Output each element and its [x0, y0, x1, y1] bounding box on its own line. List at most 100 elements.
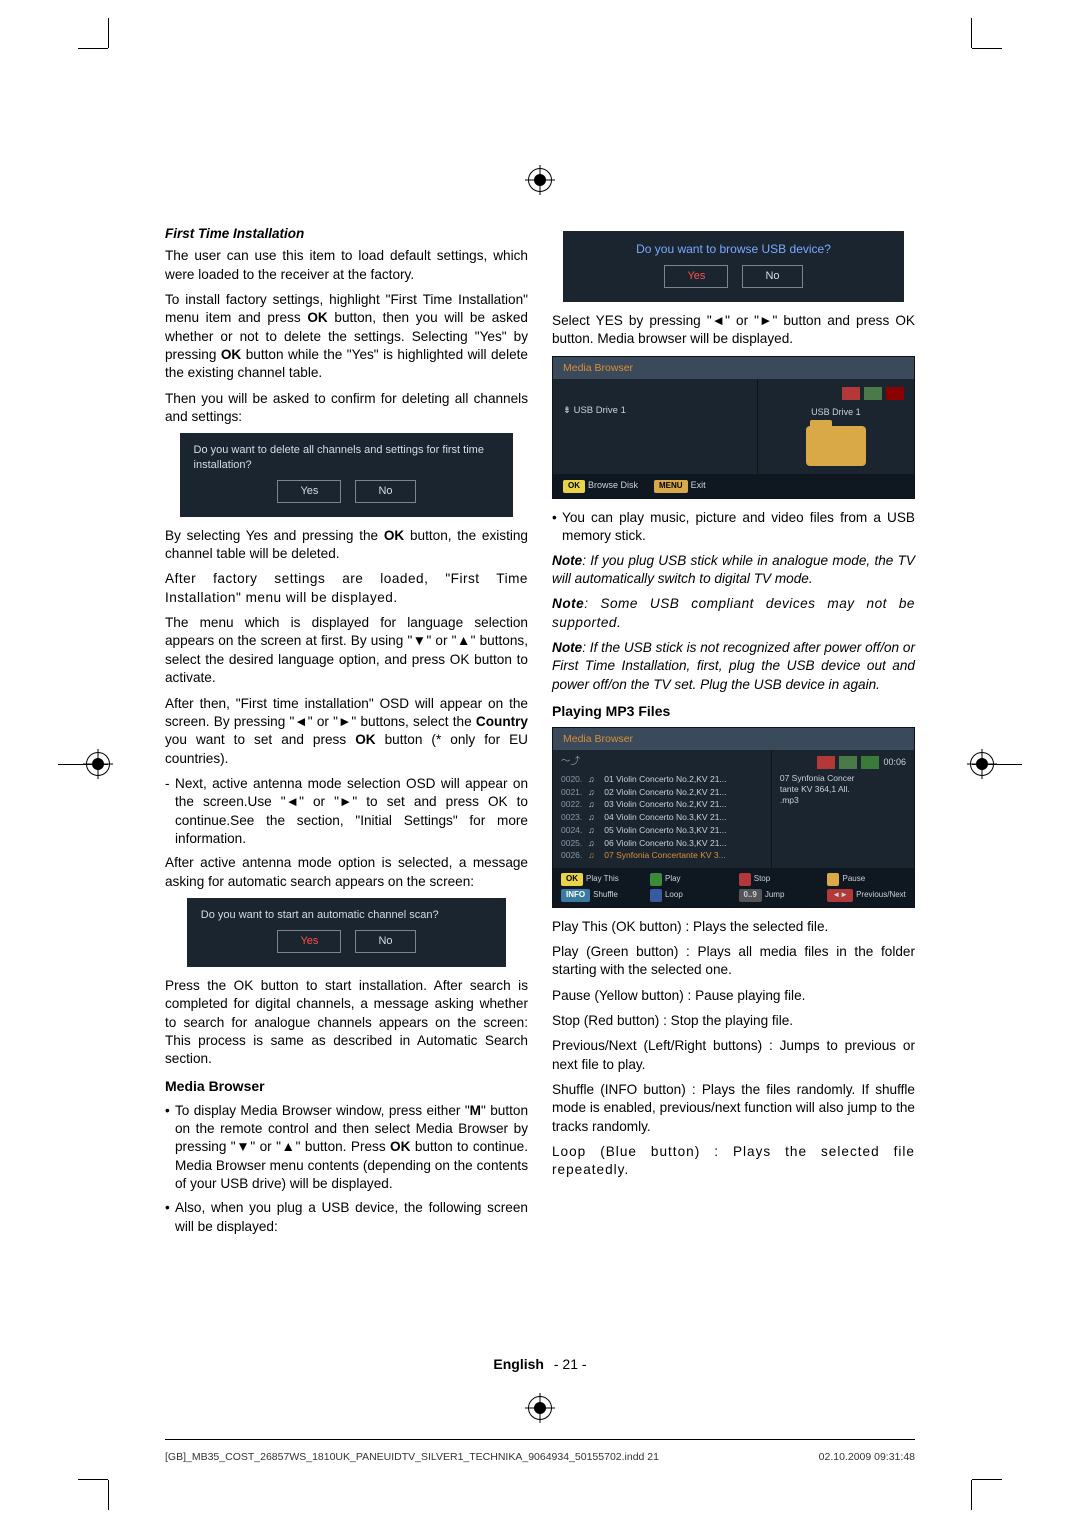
crop-mark: [971, 18, 972, 48]
heading-mp3: Playing MP3 Files: [552, 702, 915, 721]
print-footer: [GB]_MB35_COST_26857WS_1810UK_PANEUIDTV_…: [165, 1447, 915, 1463]
music-icon: [886, 387, 904, 400]
note: Note: If the USB stick is not recognized…: [552, 639, 915, 694]
video-icon: [817, 756, 835, 769]
dialog-text: Do you want to start an automatic channe…: [201, 908, 492, 922]
para: After active antenna mode option is sele…: [165, 854, 528, 891]
para: By selecting Yes and pressing the OK but…: [165, 527, 528, 564]
para: Then you will be asked to confirm for de…: [165, 390, 528, 427]
registration-mark: [970, 752, 994, 776]
red-key-icon: [739, 873, 751, 886]
ok-key-icon: OK: [561, 873, 583, 886]
para: Shuffle (INFO button) : Plays the files …: [552, 1081, 915, 1136]
mp3-row[interactable]: 0021.♫02 Violin Concerto No.2,KV 21...: [561, 786, 763, 799]
blue-key-icon: [650, 889, 662, 902]
footer-label: Jump: [765, 890, 785, 899]
list-item: To display Media Browser window, press e…: [165, 1102, 528, 1194]
para: The menu which is displayed for language…: [165, 614, 528, 687]
text: : Some USB compliant devices may not be …: [552, 596, 915, 629]
mp3-row[interactable]: 0023.♫04 Violin Concerto No.3,KV 21...: [561, 811, 763, 824]
dialog-text: Do you want to delete all channels and s…: [194, 443, 500, 472]
dialog-auto-scan: Do you want to start an automatic channe…: [187, 898, 506, 967]
para: To install factory settings, highlight "…: [165, 291, 528, 383]
dialog-yes-button[interactable]: Yes: [277, 480, 341, 503]
registration-mark: [86, 752, 110, 776]
dialog-title: Do you want to browse USB device?: [577, 241, 890, 257]
crop-mark: [972, 1479, 1002, 1480]
footer-label: Shuffle: [593, 890, 618, 899]
mp3-row[interactable]: 0026.♫07 Synfonia Concertante KV 3...: [561, 849, 763, 862]
text: .mp3: [780, 795, 906, 806]
registration-mark: [528, 1396, 552, 1420]
text: : If you plug USB stick while in analogu…: [552, 553, 915, 586]
print-date: 02.10.2009 09:31:48: [819, 1451, 915, 1463]
text: To display Media Browser window, press e…: [175, 1103, 470, 1118]
mp3-row[interactable]: 0020.♫01 Violin Concerto No.2,KV 21...: [561, 773, 763, 786]
dialog-no-button[interactable]: No: [742, 265, 802, 288]
list-item: Also, when you plug a USB device, the fo…: [165, 1199, 528, 1236]
dialog-no-button[interactable]: No: [355, 480, 415, 503]
play-icon: [861, 756, 879, 769]
bold-ok: OK: [390, 1139, 410, 1154]
text: By selecting Yes and pressing the: [165, 528, 384, 543]
heading-first-time: First Time Installation: [165, 225, 528, 243]
picture-icon: [839, 756, 857, 769]
mb-title: Media Browser: [553, 728, 914, 750]
mp3-row[interactable]: 0022.♫03 Violin Concerto No.2,KV 21...: [561, 798, 763, 811]
ok-key-icon: OK: [563, 480, 585, 493]
yellow-key-icon: [827, 873, 839, 886]
note-prefix: Note: [552, 596, 584, 611]
para: After then, "First time installation" OS…: [165, 695, 528, 768]
mp3-info: 07 Synfonia Concer tante KV 364,1 All. .…: [780, 773, 906, 806]
lr-key-icon: ◄►: [827, 889, 853, 902]
mp3-row[interactable]: 0025.♫06 Violin Concerto No.3,KV 21...: [561, 837, 763, 850]
footer-label: Exit: [691, 480, 706, 490]
right-column: Do you want to browse USB device? Yes No…: [552, 225, 915, 1242]
para: The user can use this item to load defau…: [165, 247, 528, 284]
para: Play This (OK button) : Plays the select…: [552, 918, 915, 936]
bold-ok: OK: [355, 732, 375, 747]
crop-mark: [108, 1480, 109, 1510]
up-folder-icon: ～⤴: [561, 756, 763, 769]
para: Pause (Yellow button) : Pause playing fi…: [552, 987, 915, 1005]
mb-title: Media Browser: [553, 357, 914, 379]
left-column: First Time Installation The user can use…: [165, 225, 528, 1242]
print-rule: [165, 1439, 915, 1440]
para: Play (Green button) : Plays all media fi…: [552, 943, 915, 980]
bold-ok: OK: [221, 347, 241, 362]
page-footer: English - 21 -: [0, 1356, 1080, 1372]
text: 07 Synfonia Concer: [780, 773, 906, 784]
text: you want to set and press: [165, 732, 355, 747]
text: tante KV 364,1 All.: [780, 784, 906, 795]
bold-m: M: [470, 1103, 481, 1118]
dialog-no-button[interactable]: No: [355, 930, 415, 953]
note: Note: If you plug USB stick while in ana…: [552, 552, 915, 589]
dialog-buttons: Yes No: [577, 265, 890, 288]
bold-ok: OK: [307, 310, 327, 325]
dialog-yes-button[interactable]: Yes: [277, 930, 341, 953]
folder-icon: [806, 426, 866, 466]
num-key-icon: 0..9: [739, 889, 762, 902]
text: After then, "First time installation" OS…: [165, 696, 528, 729]
drive-label: USB Drive 1: [574, 405, 626, 416]
drive-label: USB Drive 1: [768, 406, 904, 418]
dialog-delete-channels: Do you want to delete all channels and s…: [180, 433, 514, 516]
footer-label: Play: [665, 874, 681, 883]
mb-right-pane: USB Drive 1: [758, 379, 914, 474]
dialog-yes-button[interactable]: Yes: [664, 265, 728, 288]
dialog-browse-usb: Do you want to browse USB device? Yes No: [563, 231, 904, 302]
para: After factory settings are loaded, "Firs…: [165, 570, 528, 607]
video-icon: [842, 387, 860, 400]
mp3-row[interactable]: 0024.♫05 Violin Concerto No.3,KV 21...: [561, 824, 763, 837]
para: Previous/Next (Left/Right buttons) : Jum…: [552, 1037, 915, 1074]
registration-mark: [528, 168, 552, 192]
para: Press the OK button to start installatio…: [165, 977, 528, 1069]
footer-label: Browse Disk: [588, 480, 638, 490]
footer-label: Stop: [754, 874, 770, 883]
crop-mark: [108, 18, 109, 48]
para: Loop (Blue button) : Plays the selected …: [552, 1143, 915, 1180]
crop-mark: [972, 48, 1002, 49]
play-time: 00:06: [883, 756, 906, 769]
footer-lang: English: [493, 1356, 544, 1372]
bold-country: Country: [476, 714, 528, 729]
